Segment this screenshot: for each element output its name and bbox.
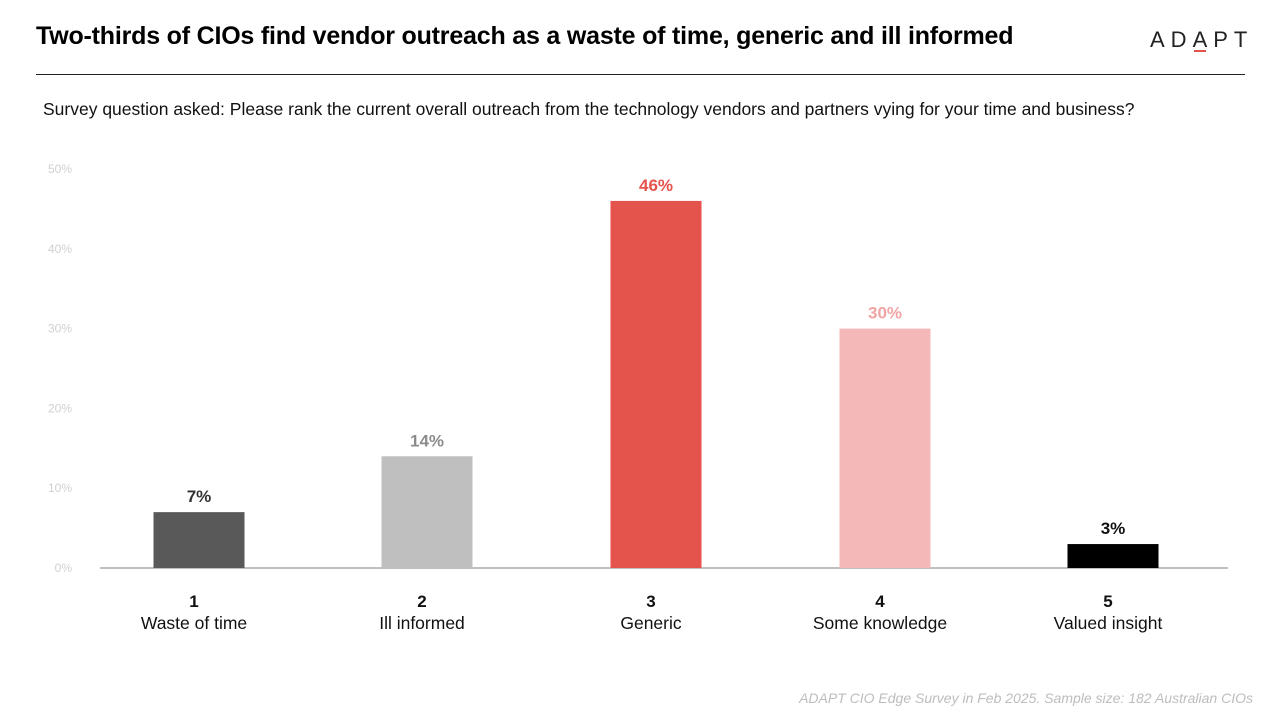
logo-text-prefix: AD [1150, 27, 1193, 52]
bar-value-label: 3% [1101, 519, 1126, 538]
logo-accent-letter: A [1192, 27, 1214, 52]
bar-value-label: 46% [639, 176, 673, 195]
x-category-number: 4 [875, 592, 885, 611]
source-note: ADAPT CIO Edge Survey in Feb 2025. Sampl… [799, 690, 1253, 706]
x-category-number: 5 [1103, 592, 1112, 611]
bar [610, 200, 702, 569]
bar [839, 328, 931, 568]
x-category-number: 3 [646, 592, 655, 611]
x-category-label: Generic [620, 613, 682, 633]
title-divider [36, 74, 1245, 75]
x-category-label: Waste of time [141, 613, 247, 633]
y-tick-label: 50% [48, 162, 72, 176]
bar [153, 512, 245, 568]
bar [381, 456, 473, 568]
y-tick-label: 30% [48, 322, 72, 336]
y-tick-label: 10% [48, 481, 72, 495]
logo-text-suffix: PT [1213, 27, 1254, 52]
y-tick-label: 0% [55, 561, 73, 575]
bar [1067, 544, 1159, 568]
adapt-logo: ADAPT [1150, 27, 1253, 53]
x-category-number: 2 [417, 592, 426, 611]
bar-value-label: 14% [410, 431, 444, 450]
survey-question: Survey question asked: Please rank the c… [43, 99, 1135, 119]
x-category-label: Valued insight [1054, 613, 1163, 633]
x-category-number: 1 [189, 592, 198, 611]
bar-value-label: 7% [187, 487, 212, 506]
page-title: Two-thirds of CIOs find vendor outreach … [36, 22, 1014, 50]
bar-value-label: 30% [868, 304, 902, 323]
y-tick-label: 20% [48, 401, 72, 415]
y-tick-label: 40% [48, 242, 72, 256]
x-category-label: Ill informed [379, 613, 465, 633]
x-category-label: Some knowledge [813, 613, 947, 633]
